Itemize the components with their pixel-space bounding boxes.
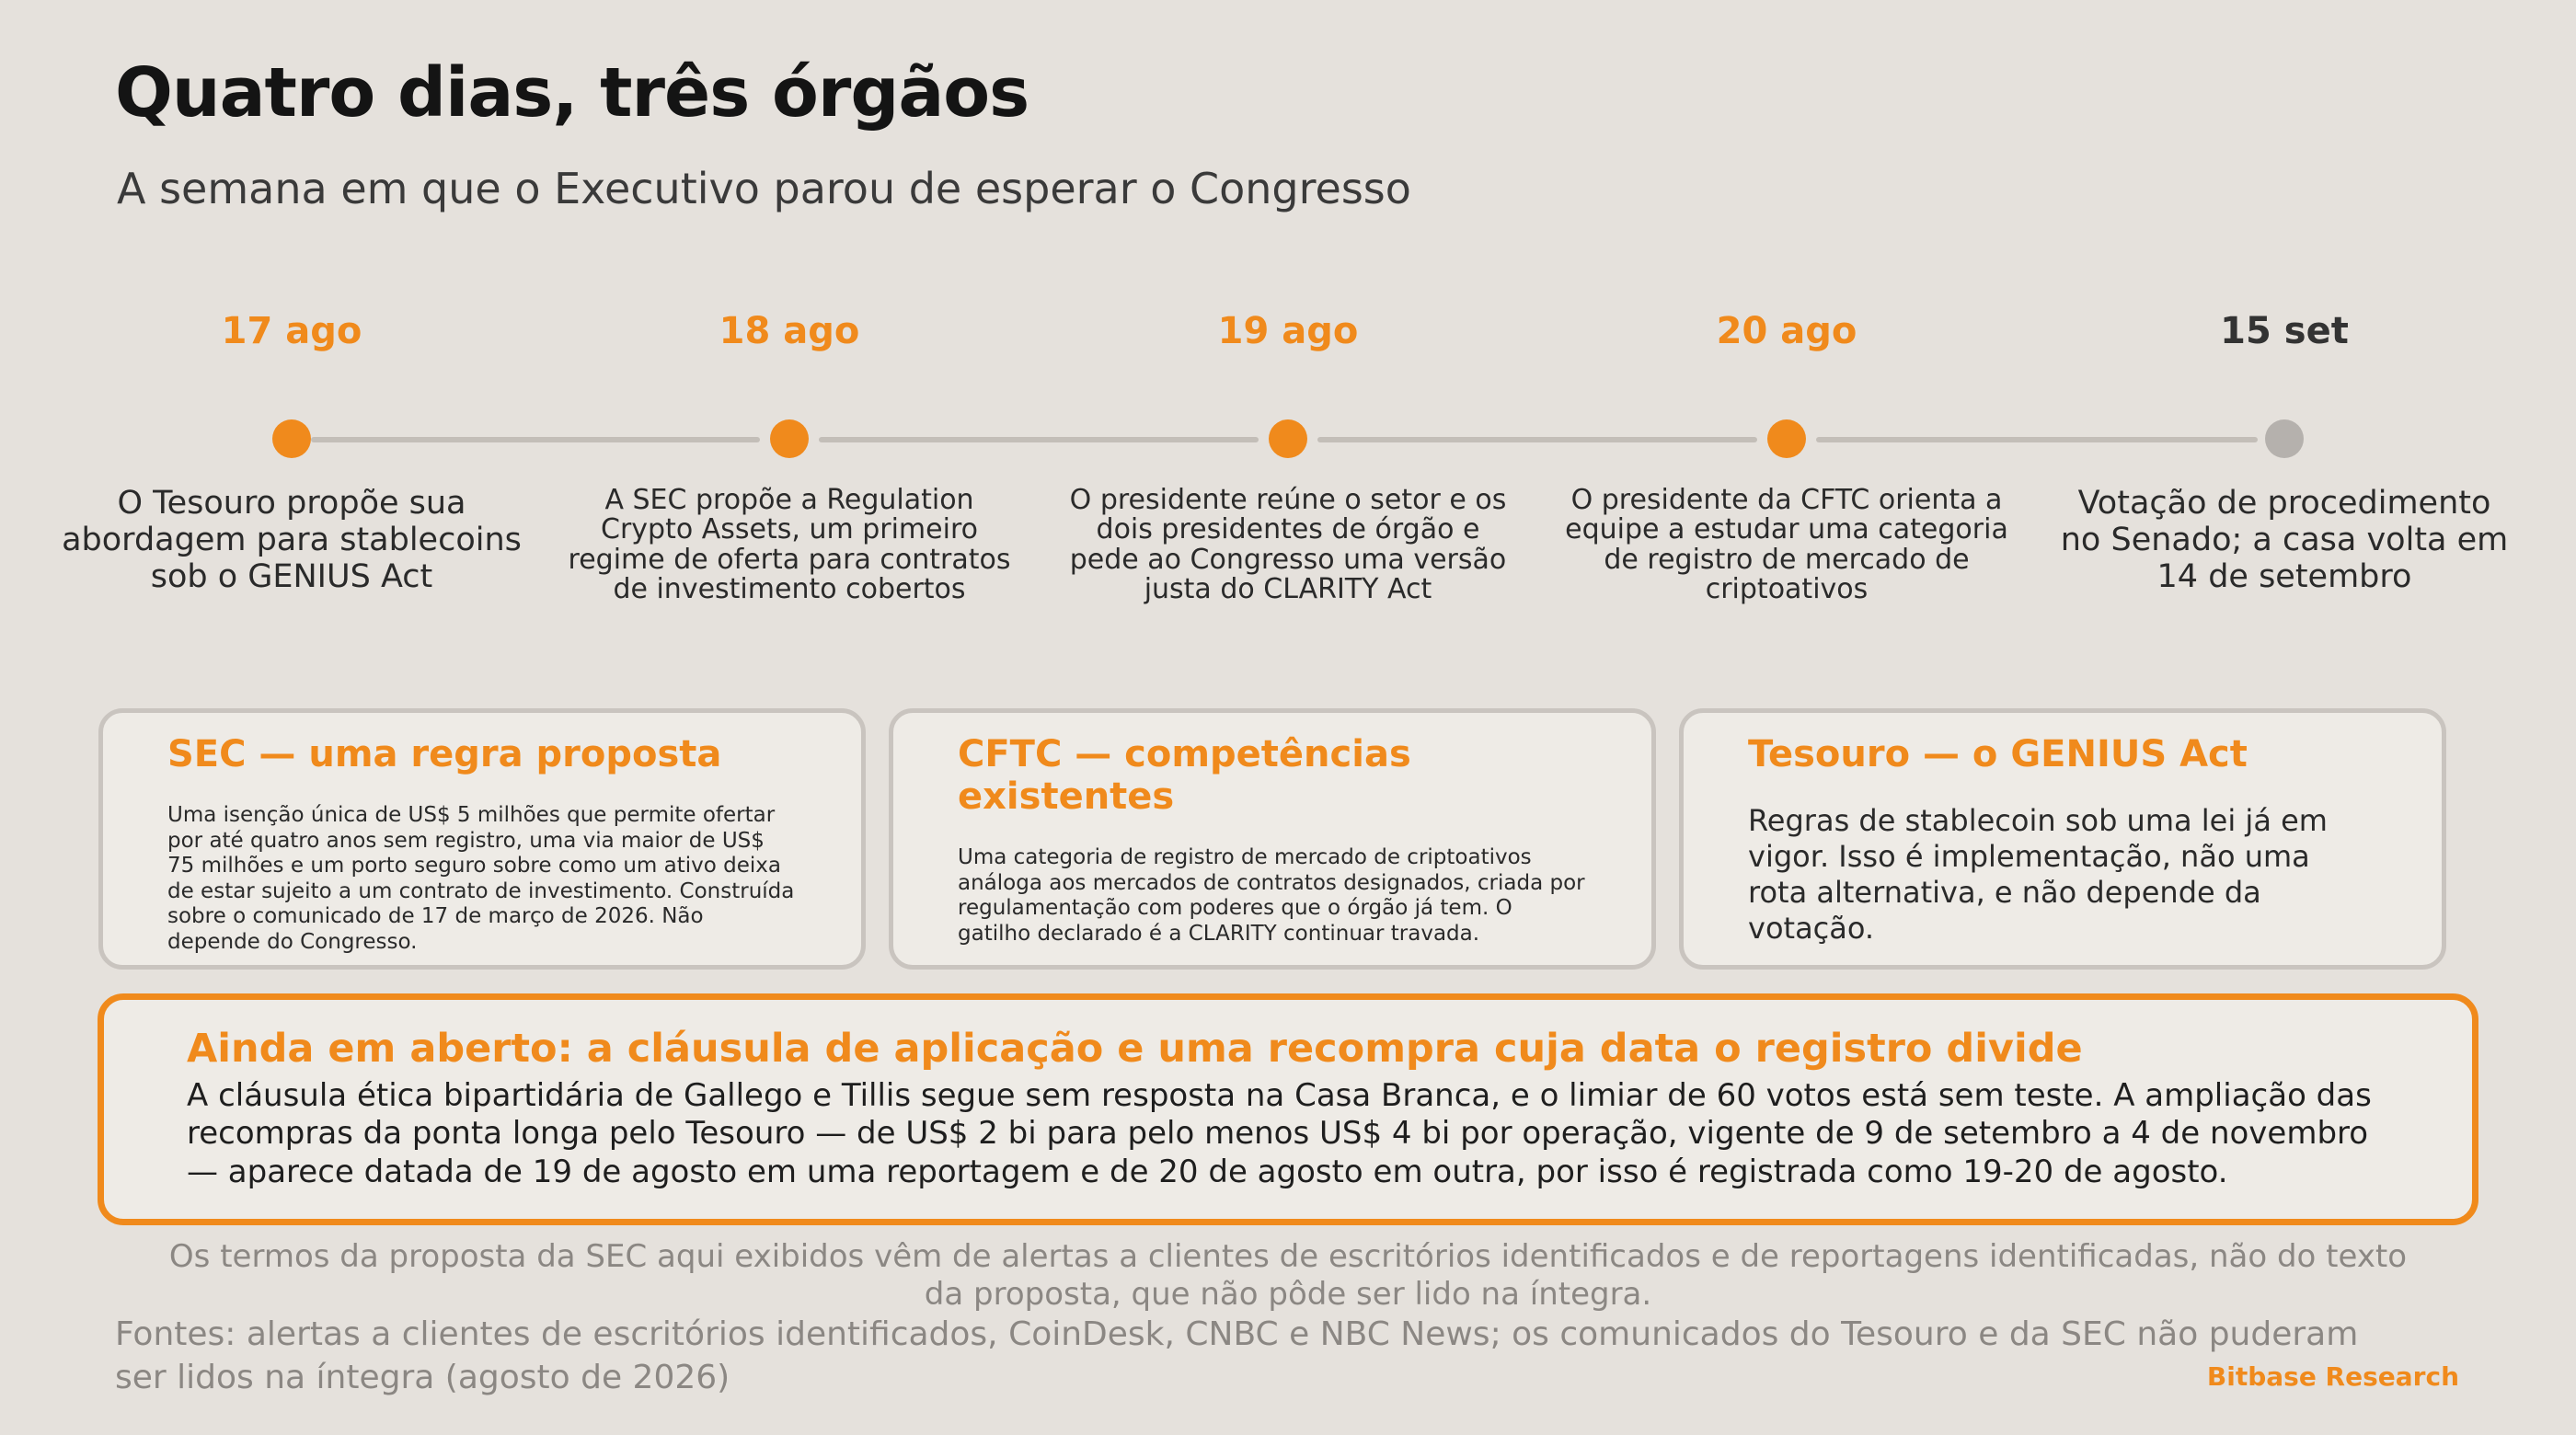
card-title: Tesouro — o GENIUS Act (1748, 733, 2248, 775)
event-date: 19 ago (1217, 310, 1359, 352)
event-date: 15 set (2220, 310, 2349, 352)
event-description: A SEC propõe a Regulation Crypto Assets,… (568, 484, 1011, 606)
timeline-event: 19 ago O presidente reúne o setor e os d… (1058, 294, 1518, 605)
timeline-connector (311, 437, 760, 442)
brand-label: Bitbase Research (2206, 1361, 2459, 1392)
timeline-event: 15 set Votação de procedimento no Senado… (2054, 294, 2514, 596)
card-body: Uma categoria de registro de mercado de … (958, 845, 1585, 946)
treasury-card: Tesouro — o GENIUS Act Regras de stablec… (1679, 708, 2446, 970)
open-issues-callout: Ainda em aberto: a cláusula de aplicação… (98, 993, 2478, 1225)
event-marker (770, 419, 809, 458)
card-body: Regras de stablecoin sob uma lei já em v… (1748, 803, 2328, 947)
event-date: 17 ago (221, 310, 362, 352)
timeline-connector (819, 437, 1259, 442)
event-description: O presidente reúne o setor e os dois pre… (1069, 484, 1507, 606)
timeline-connector (1317, 437, 1757, 442)
timeline-connector (1816, 437, 2258, 442)
card-body: Uma isenção única de US$ 5 milhões que p… (167, 803, 795, 954)
event-description: Votação de procedimento no Senado; a cas… (2060, 485, 2509, 595)
event-marker (1269, 419, 1307, 458)
callout-body: A cláusula ética bipartidária de Gallego… (187, 1077, 2372, 1190)
sec-card: SEC — uma regra proposta Uma isenção úni… (98, 708, 866, 970)
card-title: CFTC — competências existentes (958, 733, 1411, 818)
page-subtitle: A semana em que o Executivo parou de esp… (117, 164, 1411, 213)
event-marker (1767, 419, 1806, 458)
event-marker (272, 419, 311, 458)
event-date: 20 ago (1716, 310, 1857, 352)
sources-footnote: Fontes: alertas a clientes de escritório… (115, 1315, 2359, 1396)
callout-title: Ainda em aberto: a cláusula de aplicação… (187, 1026, 2083, 1072)
event-marker (2265, 419, 2304, 458)
cftc-card: CFTC — competências existentes Uma categ… (889, 708, 1656, 970)
timeline: 17 ago O Tesouro propõe sua abordagem pa… (0, 0, 2576, 662)
event-description: O Tesouro propõe sua abordagem para stab… (62, 485, 522, 595)
card-title: SEC — uma regra proposta (167, 733, 722, 775)
timeline-event: 18 ago A SEC propõe a Regulation Crypto … (559, 294, 1019, 605)
timeline-event: 20 ago O presidente da CFTC orienta a eq… (1557, 294, 2017, 605)
event-date: 18 ago (719, 310, 860, 352)
event-description: O presidente da CFTC orienta a equipe a … (1565, 484, 2008, 606)
timeline-event: 17 ago O Tesouro propõe sua abordagem pa… (62, 294, 522, 596)
page-title: Quatro dias, três órgãos (115, 53, 1029, 132)
methodology-note: Os termos da proposta da SEC aqui exibid… (168, 1238, 2408, 1313)
